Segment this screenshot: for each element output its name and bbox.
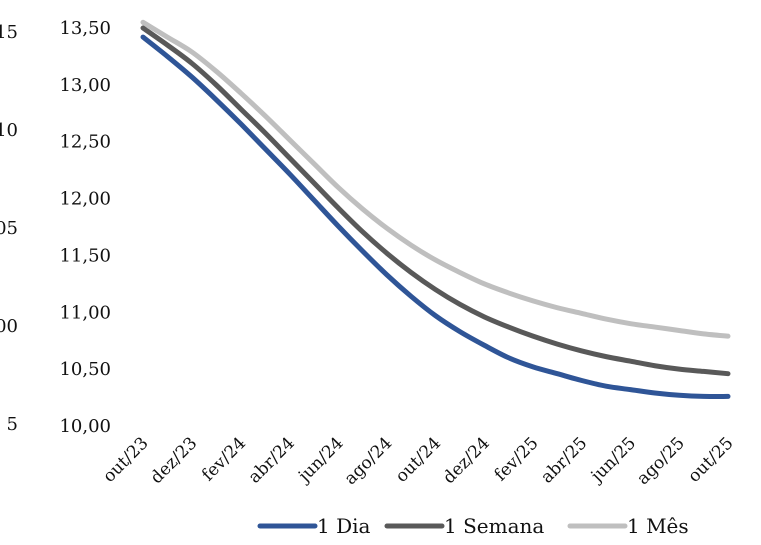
x-tick-label: jun/24 [293,433,347,487]
x-tick-label: dez/23 [147,433,202,488]
x-tick-label: fev/25 [491,433,543,485]
left-axis-partial-label: 5 [7,414,18,435]
series-layer [140,19,731,400]
left-axis-partial-labels: 15 10 05 00 5 [0,22,18,435]
legend-label-1-dia: 1 Dia [317,514,371,538]
x-tick-label: fev/24 [198,433,250,485]
legend: 1 Dia 1 Semana 1 Mês [257,514,689,538]
x-tick-label: abr/25 [537,433,591,487]
left-axis-partial-label: 10 [0,120,18,141]
x-tick-label: out/24 [392,433,445,486]
x-tick-label: out/23 [99,433,152,486]
y-tick-label: 12,50 [59,132,111,153]
legend-label-1-mes: 1 Mês [627,514,689,538]
y-axis: 10,00 10,50 11,00 11,50 12,00 12,50 13,00 13,50 [59,18,111,437]
y-tick-label: 10,50 [59,359,111,380]
x-tick-label: dez/24 [439,433,494,488]
y-tick-label: 10,00 [59,416,111,437]
left-axis-partial-label: 15 [0,22,18,43]
y-tick-label: 11,50 [59,245,111,266]
y-tick-label: 11,00 [59,302,111,323]
x-tick-label: ago/24 [341,433,397,489]
x-axis: out/23dez/23fev/24abr/24jun/24ago/24out/… [99,433,737,489]
left-axis-partial-label: 05 [0,218,18,239]
x-tick-label: jun/25 [586,433,640,487]
series-line-1-mes [140,19,731,339]
x-tick-label: out/25 [684,433,737,486]
y-tick-label: 13,00 [59,75,111,96]
y-tick-label: 12,00 [59,189,111,210]
legend-label-1-semana: 1 Semana [444,514,544,538]
x-tick-label: abr/24 [245,433,299,487]
series-line-1-dia [140,34,731,400]
left-axis-partial-label: 00 [0,316,18,337]
series-line-1-semana [140,25,731,377]
x-tick-label: ago/25 [633,433,689,489]
y-tick-label: 13,50 [59,18,111,39]
